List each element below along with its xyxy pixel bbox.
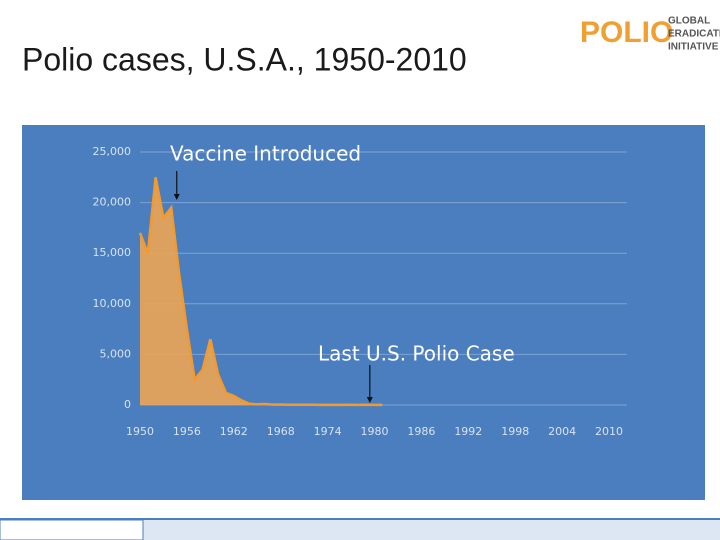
logo-mark: POLIO: [580, 16, 673, 49]
y-tick-label: 25,000: [93, 145, 132, 158]
x-tick-label: 2010: [595, 425, 623, 438]
chart-panel: [22, 125, 705, 500]
x-tick-label: 1956: [173, 425, 201, 438]
x-tick-label: 1974: [314, 425, 342, 438]
y-tick-label: 0: [124, 398, 131, 411]
annotation-arrowhead: [366, 397, 373, 403]
x-tick-label: 1962: [220, 425, 248, 438]
footer-box: [0, 519, 144, 540]
x-tick-label: 1950: [126, 425, 154, 438]
annotation: Last U.S. Polio Case: [318, 342, 515, 366]
y-tick-label: 15,000: [93, 246, 132, 259]
x-tick-label: 1998: [501, 425, 529, 438]
plot: 0 5,000 10,000 15,000 20,000 25,000 1950 1956 19…: [93, 142, 627, 438]
x-tick-label: 1992: [454, 425, 482, 438]
logo: POLIO GLOBAL ERADICATION INITIATIVE: [580, 16, 720, 53]
y-tick-label: 10,000: [93, 297, 132, 310]
x-tick-label: 1980: [361, 425, 389, 438]
logo-text: GLOBAL: [668, 16, 710, 27]
annotation: Vaccine Introduced: [170, 142, 361, 166]
logo-text: INITIATIVE: [668, 42, 719, 53]
y-tick-label: 20,000: [93, 196, 132, 209]
x-tick-label: 1968: [267, 425, 295, 438]
area: [140, 177, 383, 405]
annotation-arrowhead: [173, 194, 180, 200]
x-tick-label: 1986: [407, 425, 435, 438]
x-tick-label: 2004: [548, 425, 576, 438]
logo-text: ERADICATION: [668, 29, 720, 40]
area-edge: [138, 177, 383, 407]
footer-line: [0, 518, 720, 520]
footer-bar: [143, 520, 720, 540]
slide-title: Polio cases, U.S.A., 1950-2010: [22, 41, 467, 77]
y-tick-label: 5,000: [100, 347, 132, 360]
